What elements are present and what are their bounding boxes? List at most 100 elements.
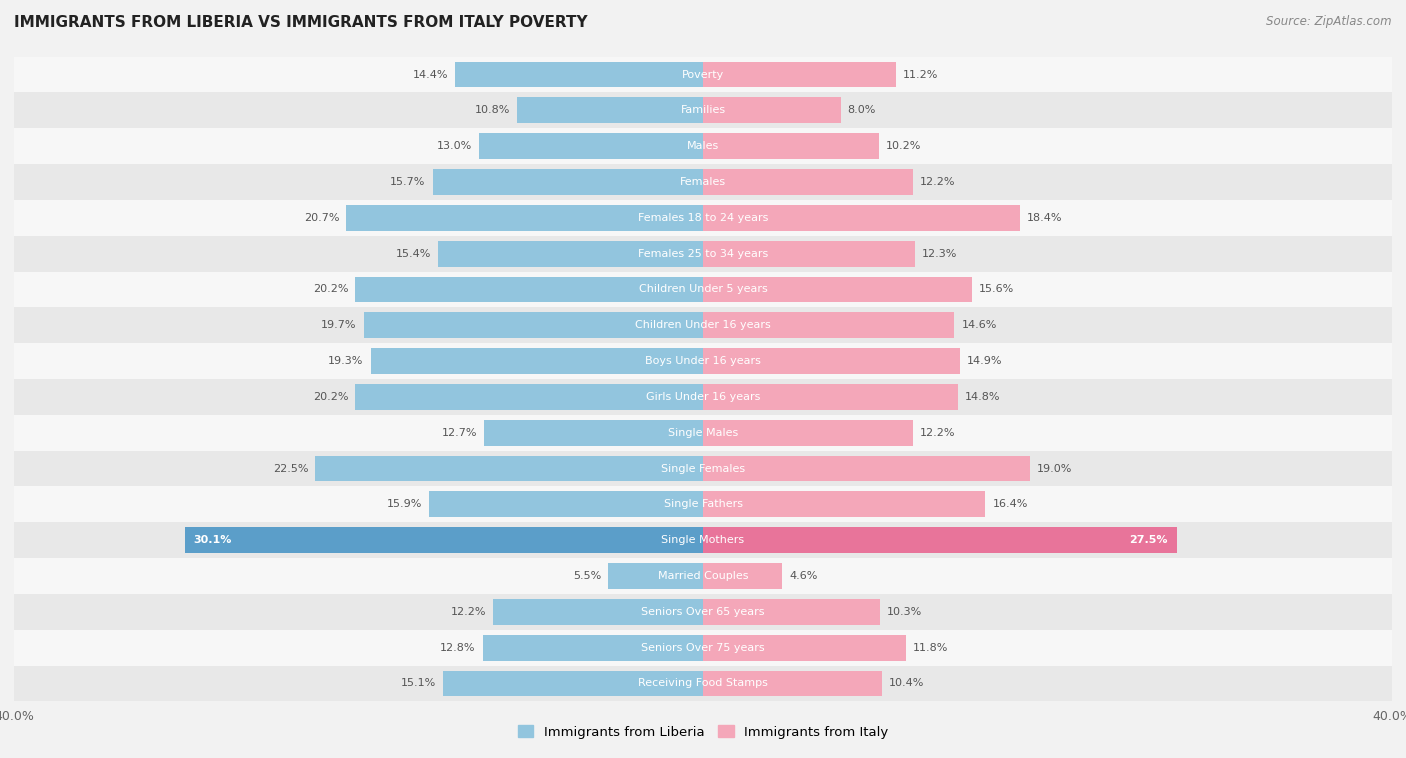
Bar (443, 671, 703, 697)
Text: Receiving Food Stamps: Receiving Food Stamps (638, 678, 768, 688)
Text: Single Males: Single Males (668, 428, 738, 437)
Text: Single Mothers: Single Mothers (661, 535, 745, 545)
Legend: Immigrants from Liberia, Immigrants from Italy: Immigrants from Liberia, Immigrants from… (512, 720, 894, 744)
Bar (484, 420, 703, 446)
Text: 14.4%: 14.4% (412, 70, 449, 80)
Text: 12.2%: 12.2% (920, 428, 956, 437)
Text: 14.8%: 14.8% (965, 392, 1000, 402)
Bar (479, 133, 703, 159)
Text: 11.8%: 11.8% (912, 643, 949, 653)
Bar (14, 271, 1392, 307)
Text: IMMIGRANTS FROM LIBERIA VS IMMIGRANTS FROM ITALY POVERTY: IMMIGRANTS FROM LIBERIA VS IMMIGRANTS FR… (14, 15, 588, 30)
Text: 10.3%: 10.3% (887, 607, 922, 617)
Text: Children Under 5 years: Children Under 5 years (638, 284, 768, 294)
Bar (609, 563, 703, 589)
Bar (14, 236, 1392, 271)
Bar (184, 528, 703, 553)
Bar (703, 348, 960, 374)
Bar (371, 348, 703, 374)
Text: Seniors Over 65 years: Seniors Over 65 years (641, 607, 765, 617)
Bar (14, 307, 1392, 343)
Text: 14.6%: 14.6% (962, 321, 997, 330)
Text: 18.4%: 18.4% (1026, 213, 1063, 223)
Bar (356, 384, 703, 410)
Bar (703, 634, 907, 660)
Bar (356, 277, 703, 302)
Text: 22.5%: 22.5% (273, 464, 308, 474)
Bar (703, 61, 896, 87)
Text: 27.5%: 27.5% (1129, 535, 1168, 545)
Text: Married Couples: Married Couples (658, 571, 748, 581)
Bar (315, 456, 703, 481)
Text: 11.2%: 11.2% (903, 70, 938, 80)
Bar (703, 456, 1031, 481)
Bar (346, 205, 703, 230)
Bar (703, 133, 879, 159)
Bar (14, 594, 1392, 630)
Text: Seniors Over 75 years: Seniors Over 75 years (641, 643, 765, 653)
Text: Females 18 to 24 years: Females 18 to 24 years (638, 213, 768, 223)
Bar (703, 205, 1019, 230)
Text: 15.7%: 15.7% (391, 177, 426, 187)
Bar (703, 420, 912, 446)
Text: 19.7%: 19.7% (322, 321, 357, 330)
Text: 20.2%: 20.2% (312, 284, 349, 294)
Bar (456, 61, 703, 87)
Text: Single Females: Single Females (661, 464, 745, 474)
Bar (703, 671, 882, 697)
Bar (703, 277, 972, 302)
Text: 12.2%: 12.2% (920, 177, 956, 187)
Text: Girls Under 16 years: Girls Under 16 years (645, 392, 761, 402)
Bar (14, 487, 1392, 522)
Bar (703, 312, 955, 338)
Text: 10.4%: 10.4% (889, 678, 924, 688)
Bar (437, 241, 703, 267)
Text: Males: Males (688, 141, 718, 151)
Bar (14, 522, 1392, 558)
Bar (14, 128, 1392, 164)
Text: 10.2%: 10.2% (886, 141, 921, 151)
Text: 4.6%: 4.6% (789, 571, 817, 581)
Bar (14, 379, 1392, 415)
Bar (703, 491, 986, 517)
Text: Single Fathers: Single Fathers (664, 500, 742, 509)
Text: 19.3%: 19.3% (329, 356, 364, 366)
Text: 12.3%: 12.3% (922, 249, 957, 258)
Text: Females 25 to 34 years: Females 25 to 34 years (638, 249, 768, 258)
Text: Families: Families (681, 105, 725, 115)
Text: 12.7%: 12.7% (441, 428, 478, 437)
Text: 15.1%: 15.1% (401, 678, 436, 688)
Text: 20.7%: 20.7% (304, 213, 340, 223)
Bar (14, 164, 1392, 200)
Bar (703, 563, 782, 589)
Bar (703, 384, 957, 410)
Text: 10.8%: 10.8% (475, 105, 510, 115)
Bar (429, 491, 703, 517)
Bar (703, 169, 912, 195)
Text: 16.4%: 16.4% (993, 500, 1028, 509)
Text: Boys Under 16 years: Boys Under 16 years (645, 356, 761, 366)
Bar (14, 92, 1392, 128)
Bar (494, 599, 703, 625)
Bar (482, 634, 703, 660)
Text: 14.9%: 14.9% (966, 356, 1002, 366)
Bar (14, 666, 1392, 701)
Bar (703, 599, 880, 625)
Text: Poverty: Poverty (682, 70, 724, 80)
Bar (14, 57, 1392, 92)
Bar (364, 312, 703, 338)
Text: 30.1%: 30.1% (193, 535, 232, 545)
Text: 15.9%: 15.9% (387, 500, 422, 509)
Bar (433, 169, 703, 195)
Bar (14, 343, 1392, 379)
Bar (517, 98, 703, 124)
Text: 15.6%: 15.6% (979, 284, 1014, 294)
Text: Females: Females (681, 177, 725, 187)
Text: Source: ZipAtlas.com: Source: ZipAtlas.com (1267, 15, 1392, 28)
Bar (14, 558, 1392, 594)
Bar (14, 451, 1392, 487)
Text: 12.2%: 12.2% (450, 607, 486, 617)
Text: 12.8%: 12.8% (440, 643, 475, 653)
Bar (703, 528, 1177, 553)
Text: 15.4%: 15.4% (395, 249, 430, 258)
